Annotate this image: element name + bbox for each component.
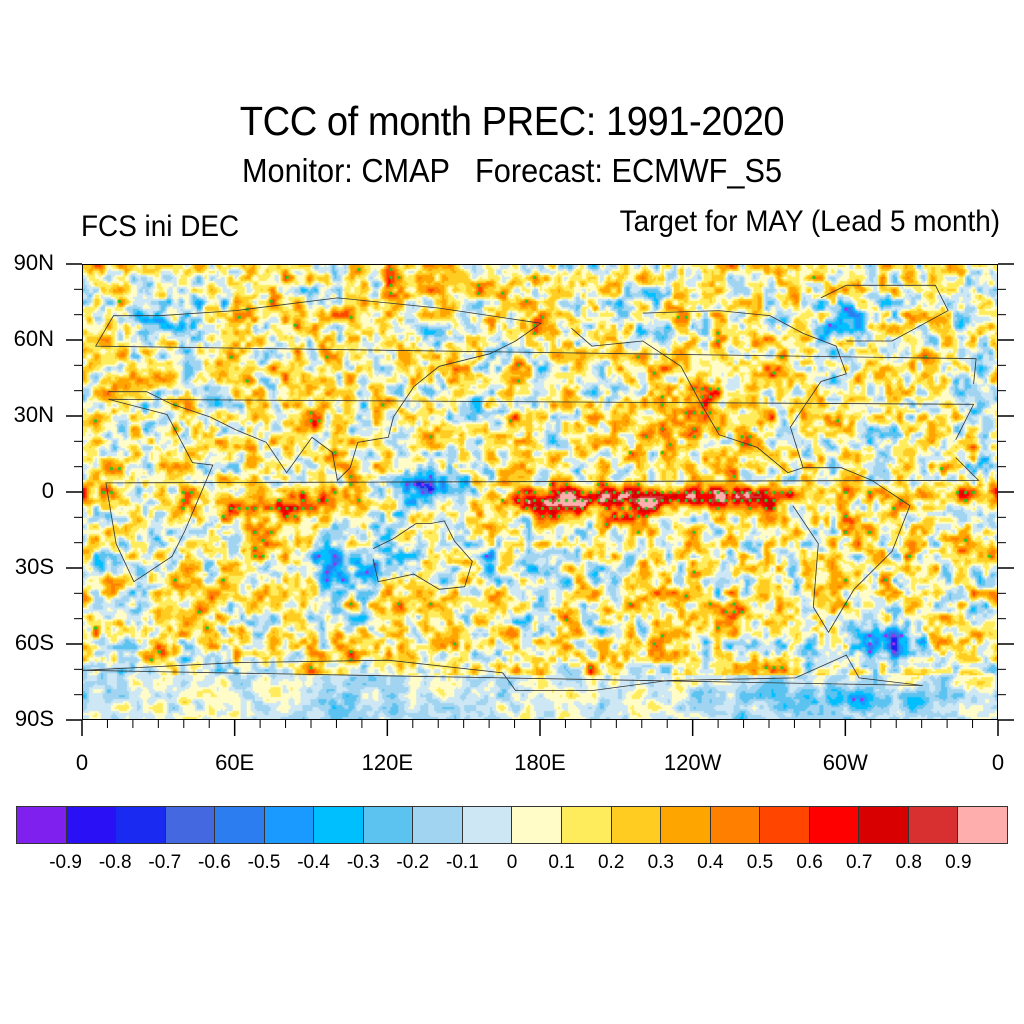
x-tick-label: 180E — [514, 750, 566, 775]
y-tick-label: 90S — [14, 706, 54, 731]
colorbar-label: -0.1 — [446, 852, 479, 873]
colorbar-label: -0.5 — [247, 852, 281, 873]
target-label: Target for MAY (Lead 5 month) — [619, 205, 1000, 238]
x-tick-label: 120E — [361, 750, 414, 775]
y-tick-label: 30S — [14, 554, 54, 579]
colorbar-label: -0.6 — [198, 852, 231, 873]
colorbar-swatch — [215, 807, 265, 843]
colorbar-label: -0.9 — [49, 852, 82, 873]
colorbar-swatch — [413, 807, 463, 843]
y-tick-label: 0 — [41, 478, 54, 503]
colorbar-swatch — [661, 807, 711, 843]
colorbar-label: -0.2 — [396, 852, 430, 873]
colorbar-label: 0.2 — [597, 852, 625, 873]
colorbar-label: 0.3 — [647, 852, 675, 873]
y-tick-label: 30N — [13, 402, 54, 427]
colorbar-swatch — [314, 807, 364, 843]
x-tick-label: 60E — [215, 750, 255, 775]
correlation-field — [83, 265, 997, 719]
colorbar-swatch — [264, 807, 315, 843]
colorbar-label: 0.5 — [746, 852, 774, 873]
colorbar-swatch — [562, 807, 612, 843]
colorbar-label: 0.6 — [796, 852, 823, 873]
colorbar-swatch — [611, 807, 662, 843]
colorbar-label: 0 — [506, 852, 518, 873]
x-tick-label: 60W — [822, 750, 868, 775]
map-panel — [82, 264, 998, 720]
colorbar-swatch — [908, 807, 959, 843]
colorbar-swatch — [17, 807, 67, 843]
initialization-label: FCS ini DEC — [81, 210, 240, 243]
colorbar-swatch — [958, 807, 1007, 843]
colorbar-swatch — [116, 807, 166, 843]
coastline — [372, 520, 473, 590]
x-tick-label: 0 — [991, 750, 1005, 775]
colorbar-label: 0.1 — [548, 852, 575, 873]
coastline — [792, 467, 911, 634]
colorbar-label: -0.8 — [98, 852, 132, 873]
colorbar-label: -0.3 — [346, 852, 380, 873]
colorbar-swatch — [512, 807, 563, 843]
colorbar — [16, 806, 1008, 844]
coastline — [820, 284, 949, 342]
colorbar-swatch — [165, 807, 216, 843]
colorbar-swatch — [760, 807, 810, 843]
colorbar-swatch — [859, 807, 909, 843]
colorbar-swatch — [462, 807, 513, 843]
coastlines — [83, 284, 980, 692]
colorbar-label: 0.8 — [895, 852, 923, 873]
coastline — [95, 297, 977, 482]
colorbar-swatch — [66, 807, 117, 843]
colorbar-label: 0.4 — [697, 852, 724, 873]
colorbar-label: -0.7 — [148, 852, 182, 873]
coastline — [105, 398, 980, 583]
colorbar-swatch — [809, 807, 860, 843]
chart-title: TCC of month PREC: 1991-2020 — [239, 98, 785, 144]
x-tick-label: 0 — [75, 750, 89, 775]
y-tick-label: 90N — [13, 250, 54, 275]
colorbar-swatch — [710, 807, 761, 843]
colorbar-swatch — [363, 807, 414, 843]
y-tick-label: 60N — [13, 326, 54, 351]
colorbar-label: 0.7 — [845, 852, 873, 873]
coastline — [571, 310, 847, 474]
colorbar-label: -0.4 — [297, 852, 330, 873]
y-tick-label: 60S — [14, 630, 54, 655]
chart-subtitle: Monitor: CMAP Forecast: ECMWF_S5 — [241, 152, 783, 189]
colorbar-label: 0.9 — [945, 852, 972, 873]
x-tick-label: 120W — [663, 750, 722, 775]
coastline — [83, 654, 923, 692]
